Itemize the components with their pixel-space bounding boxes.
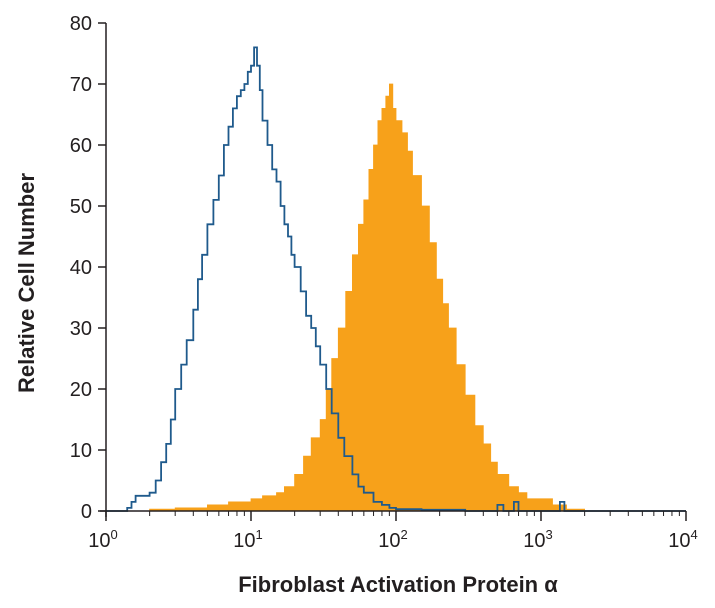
x-axis-title: Fibroblast Activation Protein α bbox=[238, 572, 558, 597]
x-tick-label: 104 bbox=[668, 527, 697, 552]
tick-labels: 0 10 20 30 40 50 60 70 80 100 101 102 103 104 bbox=[70, 13, 698, 552]
y-tick-label: 40 bbox=[70, 257, 92, 279]
series-layer bbox=[106, 46, 686, 512]
series-outline-histogram bbox=[106, 46, 686, 512]
y-axis-title: Relative Cell Number bbox=[14, 173, 39, 394]
y-tick-label: 60 bbox=[70, 135, 92, 157]
y-tick-label: 70 bbox=[70, 74, 92, 96]
y-tick-label: 0 bbox=[81, 501, 92, 523]
x-tick-label: 101 bbox=[233, 527, 262, 552]
x-tick-label: 102 bbox=[378, 527, 407, 552]
x-tick-label: 103 bbox=[523, 527, 552, 552]
y-tick-label: 50 bbox=[70, 196, 92, 218]
series-filled-histogram bbox=[131, 83, 585, 512]
y-tick-label: 10 bbox=[70, 440, 92, 462]
y-tick-label: 80 bbox=[70, 13, 92, 35]
axes-layer bbox=[98, 22, 687, 521]
y-tick-label: 30 bbox=[70, 318, 92, 340]
y-tick-label: 20 bbox=[70, 379, 92, 401]
x-tick-label: 100 bbox=[88, 527, 117, 552]
